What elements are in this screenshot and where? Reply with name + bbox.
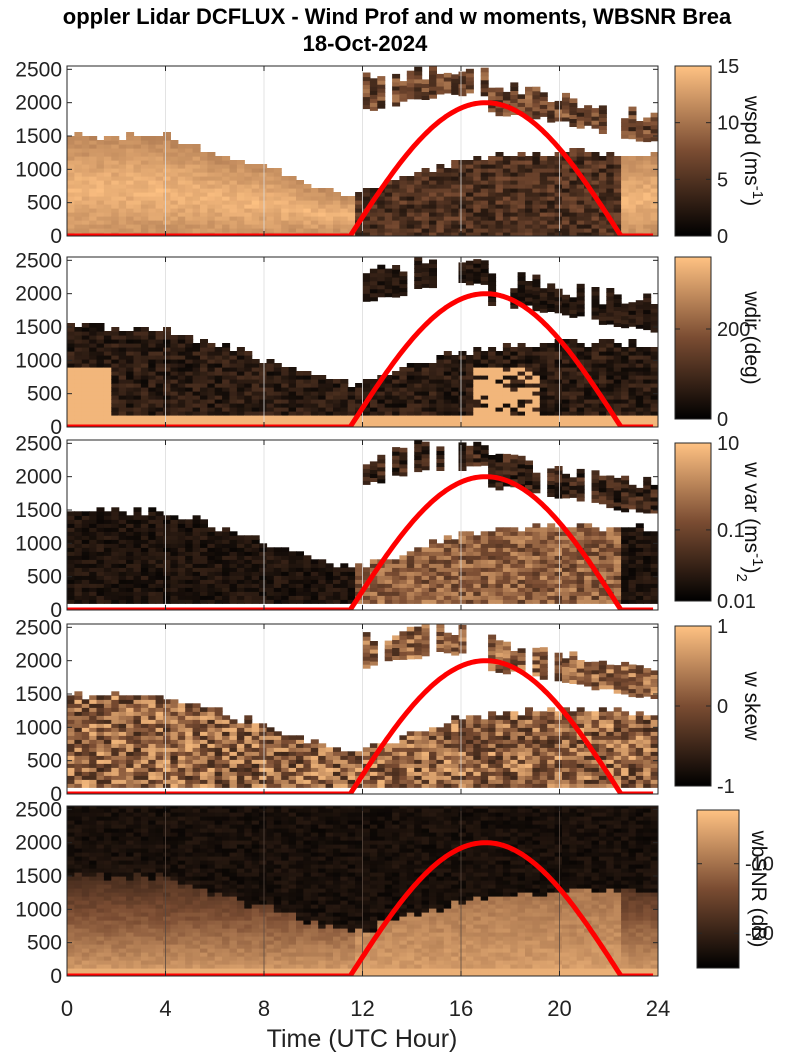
y-tick-label: 2500 <box>15 798 62 821</box>
colorbar-label: wdir (deg) <box>740 290 763 384</box>
y-tick-label: 2000 <box>15 466 62 489</box>
colorbar-tick-label: 0 <box>717 409 728 431</box>
colorbar-label: wspd (ms-1) <box>740 95 766 206</box>
figure-title-line1: oppler Lidar DCFLUX - Wind Prof and w mo… <box>63 4 732 29</box>
x-tick-label: 24 <box>646 996 670 1021</box>
sun-elevation-curve <box>67 100 654 236</box>
sun-elevation-curve <box>67 658 654 794</box>
y-tick-label: 500 <box>27 932 62 955</box>
colorbar-tick-label: 0 <box>717 696 728 718</box>
y-tick-label: 2500 <box>15 249 62 272</box>
y-tick-label: 0 <box>50 965 62 988</box>
y-tick-label: 500 <box>27 750 62 773</box>
y-tick-label: 500 <box>27 566 62 589</box>
colorbar-tick-label: -1 <box>717 776 735 798</box>
grid-lines <box>165 66 560 236</box>
y-tick-label: 1500 <box>15 499 62 522</box>
colorbar <box>674 625 712 787</box>
colorbar-tick-label: 15 <box>717 56 739 78</box>
y-tick-label: 1000 <box>15 349 62 372</box>
y-tick-label: 0 <box>50 225 62 248</box>
colorbar <box>674 442 712 602</box>
x-tick-label: 12 <box>350 996 374 1021</box>
colorbar-tick-label: 0.1 <box>717 520 745 542</box>
colorbar-tick-label: 0 <box>717 226 728 248</box>
y-tick-label: 500 <box>27 192 62 215</box>
y-tick-label: 1500 <box>15 683 62 706</box>
y-tick-label: 1000 <box>15 158 62 181</box>
colorbar-tick-label: 10 <box>717 433 739 455</box>
y-tick-label: 1000 <box>15 532 62 555</box>
y-tick-label: 2000 <box>15 650 62 673</box>
heatmap-cells <box>67 66 658 236</box>
colorbar <box>696 809 740 969</box>
y-tick-label: 1000 <box>15 716 62 739</box>
colorbar-tick-label: 1 <box>717 616 728 638</box>
x-tick-label: 16 <box>449 996 473 1021</box>
colorbar-label: w skew <box>740 671 763 742</box>
grid-lines <box>165 806 560 976</box>
heatmap-cells <box>67 624 658 788</box>
panel-wbsnr: 0 500 1000 1500 2000 2500 0 4 8 12 16 20 24 -20 -10wbS… <box>15 798 774 1021</box>
colorbar-tick-label: 200 <box>717 319 750 341</box>
y-tick-label: 1500 <box>15 125 62 148</box>
sun-elevation-curve <box>67 474 654 610</box>
colorbar-tick-label: -20 <box>745 923 774 945</box>
grid-lines <box>165 257 560 427</box>
y-tick-label: 1500 <box>15 865 62 888</box>
y-tick-label: 2000 <box>15 832 62 855</box>
panel-w-skew: 0 500 1000 1500 2000 2500 -1 0 1 w skew <box>15 616 763 806</box>
x-tick-label: 8 <box>258 996 270 1021</box>
y-tick-label: 0 <box>50 783 62 806</box>
x-tick-label: 0 <box>61 996 73 1021</box>
y-tick-label: 1500 <box>15 316 62 339</box>
x-axis-label: Time (UTC Hour) <box>267 1025 458 1053</box>
colorbar <box>674 65 712 237</box>
colorbar-tick-label: 0.01 <box>717 591 756 613</box>
y-tick-label: 2500 <box>15 432 62 455</box>
y-tick-label: 0 <box>50 416 62 439</box>
x-tick-label: 20 <box>547 996 571 1021</box>
sun-elevation-curve <box>67 291 654 427</box>
colorbar-tick-label: -10 <box>745 854 774 876</box>
colorbar <box>674 256 712 420</box>
colorbar-tick-label: 5 <box>717 169 728 191</box>
colorbar-tick-label: 10 <box>717 113 739 135</box>
y-tick-label: 500 <box>27 383 62 406</box>
sun-elevation-curve <box>67 840 654 976</box>
y-tick-label: 1000 <box>15 898 62 921</box>
y-tick-label: 2500 <box>15 58 62 81</box>
colorbar-label: wbSNR (dB) <box>747 830 770 948</box>
y-tick-label: 2000 <box>15 92 62 115</box>
x-tick-label: 4 <box>159 996 171 1021</box>
y-tick-label: 0 <box>50 599 62 622</box>
grid-lines <box>165 624 560 794</box>
figure-title-line2: 18-Oct-2024 <box>303 31 429 56</box>
heatmap-cells <box>67 440 658 604</box>
y-tick-label: 2500 <box>15 616 62 639</box>
y-tick-label: 2000 <box>15 283 62 306</box>
